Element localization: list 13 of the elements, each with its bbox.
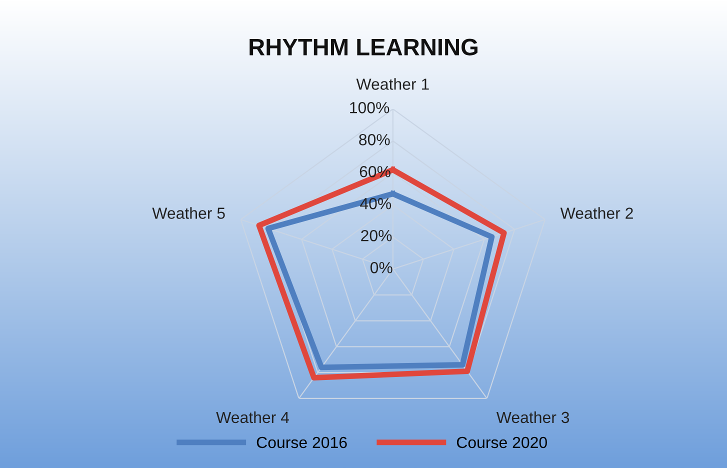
spoke-label: Weather 3	[496, 411, 570, 424]
spoke-label: Weather 2	[560, 207, 633, 219]
chart-title: RHYTHM LEARNING	[250, 38, 478, 56]
y-tick-label: 20%	[361, 230, 392, 242]
spoke-label: Weather 5	[152, 207, 225, 219]
y-tick-label: 80%	[359, 134, 390, 146]
legend-label: Course 2016	[256, 436, 347, 448]
spoke-label: Weather 4	[216, 411, 290, 424]
legend-label: Course 2020	[456, 436, 547, 448]
y-tick-label: 0%	[370, 262, 392, 274]
y-tick-label: 100%	[350, 102, 390, 114]
y-tick-label: 40%	[360, 198, 392, 210]
spoke-label: Weather 1	[356, 78, 429, 90]
